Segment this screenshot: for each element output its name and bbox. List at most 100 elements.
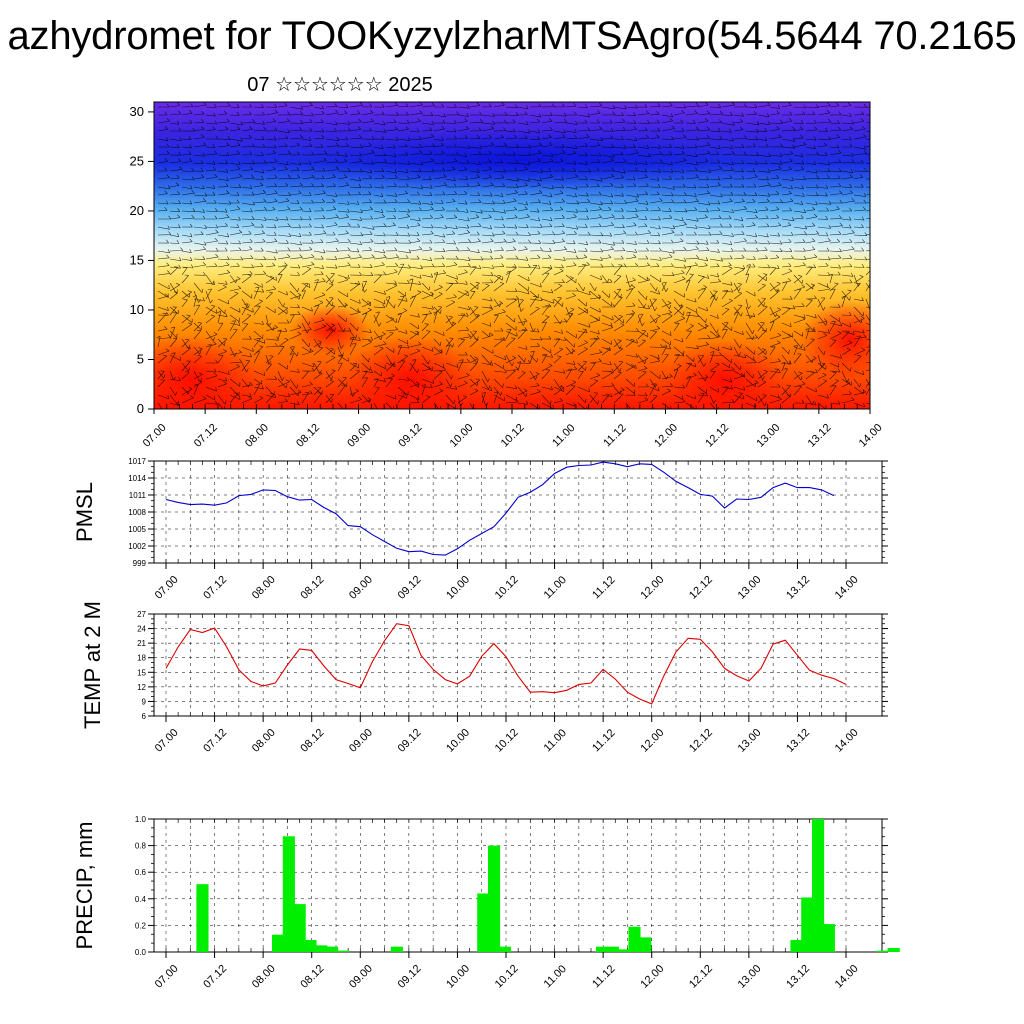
wind-barb (757, 273, 768, 284)
wind-barb (697, 262, 708, 268)
wind-barb (625, 119, 637, 124)
wind-barb (193, 231, 204, 236)
wind-barb (685, 266, 692, 276)
wind-barb (205, 253, 219, 260)
wind-barb (409, 381, 420, 388)
wind-barb (289, 324, 302, 332)
wind-barb (493, 314, 499, 324)
wind-barb (373, 152, 387, 157)
wind-barb (277, 118, 291, 124)
y-tick-label: 15 (137, 668, 146, 677)
wind-barb (313, 304, 320, 316)
y-tick-label: 21 (137, 639, 146, 648)
wind-barb (637, 207, 649, 212)
wind-barb (313, 157, 327, 164)
wind-barb (373, 184, 384, 189)
wind-barb (613, 371, 622, 380)
temp2m-frame (153, 613, 883, 717)
wind-barb (817, 318, 828, 324)
wind-barb (769, 143, 784, 148)
wind-barb (781, 255, 794, 260)
wind-barb (265, 314, 272, 327)
x-tick-label: 09.00 (347, 963, 375, 991)
wind-barb (601, 182, 614, 188)
wind-barb (626, 231, 638, 236)
wind-barb (853, 314, 863, 324)
wind-barb (805, 192, 819, 197)
wind-barb (505, 198, 517, 204)
wind-barb (829, 222, 843, 228)
wind-barb (781, 207, 792, 212)
wind-barb (433, 255, 445, 260)
wind-barb (409, 274, 422, 279)
wind-barb (229, 229, 243, 236)
wind-barb (829, 183, 842, 188)
wind-barb (205, 400, 218, 405)
wind-barb (337, 290, 349, 298)
wind-barb (685, 362, 697, 367)
wind-barb (289, 353, 294, 364)
wind-barb (577, 298, 587, 307)
wind-barb (217, 381, 227, 388)
wind-barb (649, 144, 661, 149)
wind-barb (553, 198, 565, 204)
wind-barb (637, 160, 648, 165)
wind-barb (397, 255, 409, 260)
wind-barb (565, 368, 573, 380)
wind-barb (433, 206, 445, 212)
wind-barb (157, 311, 169, 316)
wind-barb (853, 329, 865, 334)
wind-barb (337, 222, 351, 228)
wind-barb (301, 231, 312, 236)
wind-barb (757, 247, 768, 252)
wind-barb (565, 240, 576, 245)
wind-barb (445, 177, 456, 182)
wind-barb (457, 118, 468, 124)
wind-barb (685, 245, 699, 252)
wind-barb (445, 385, 458, 390)
wind-barb (505, 330, 518, 337)
wind-barb (817, 118, 832, 124)
wind-barb (301, 290, 306, 300)
wind-barb (661, 102, 673, 108)
wind-barb (289, 110, 303, 116)
precip-frame (153, 818, 883, 953)
wind-barb (673, 398, 686, 404)
wind-barb (397, 354, 408, 364)
wind-barb (193, 102, 207, 108)
x-tick-label: 12.12 (687, 574, 715, 602)
wind-barb (673, 221, 687, 228)
wind-barb (661, 330, 672, 336)
wind-barb (841, 380, 851, 388)
wind-barb (661, 192, 674, 197)
wind-barb (733, 267, 745, 276)
wind-barb (361, 377, 368, 388)
wind-barb (253, 282, 263, 288)
wind-barb (301, 151, 315, 156)
wind-barb (649, 207, 661, 212)
wind-barb (769, 232, 780, 237)
wind-barb (709, 314, 719, 319)
wind-barb (325, 206, 337, 212)
wind-barb (193, 192, 208, 197)
wind-barb (865, 314, 870, 322)
wind-barb (470, 111, 483, 116)
wind-barb (469, 144, 482, 149)
wind-barb (853, 150, 868, 156)
wind-barb (757, 182, 771, 188)
wind-barb (409, 222, 421, 228)
wind-barb (193, 110, 205, 116)
wind-barb (709, 290, 718, 300)
wind-barb (685, 217, 699, 222)
wind-barb (565, 360, 576, 365)
wind-barb (349, 191, 362, 196)
wind-barb (505, 128, 516, 133)
wind-barb (577, 183, 589, 188)
wind-barb (817, 346, 826, 355)
wind-barb (361, 280, 368, 292)
wind-barb (757, 370, 765, 381)
wind-barb (493, 301, 503, 308)
wind-barb (733, 151, 747, 156)
wind-barb (289, 292, 302, 300)
wind-barb (721, 102, 736, 108)
